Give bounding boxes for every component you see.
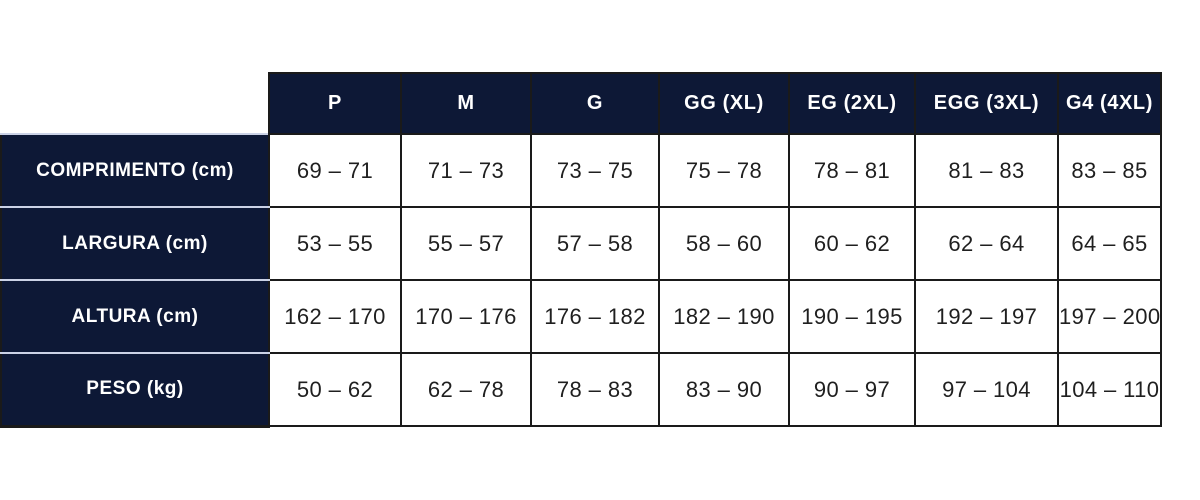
table-row-largura: LARGURA (cm) 53 – 55 55 – 57 57 – 58 58 … bbox=[0, 206, 1162, 281]
column-header-m: M bbox=[400, 72, 532, 135]
size-range-cell: 104 – 110 bbox=[1057, 352, 1162, 427]
row-label-comprimento: COMPRIMENTO (cm) bbox=[0, 133, 270, 208]
size-range-cell: 60 – 62 bbox=[788, 206, 916, 281]
size-range-cell: 182 – 190 bbox=[658, 279, 790, 354]
size-range-cell: 73 – 75 bbox=[530, 133, 660, 208]
size-range-cell: 71 – 73 bbox=[400, 133, 532, 208]
size-range-cell: 78 – 83 bbox=[530, 352, 660, 427]
size-chart-table: P M G GG (XL) EG (2XL) EGG (3XL) G4 (4XL… bbox=[0, 72, 1162, 428]
column-header-g: G bbox=[530, 72, 660, 135]
size-range-cell: 64 – 65 bbox=[1057, 206, 1162, 281]
corner-spacer bbox=[1, 73, 269, 134]
size-range-cell: 53 – 55 bbox=[268, 206, 402, 281]
size-range-cell: 176 – 182 bbox=[530, 279, 660, 354]
size-range-cell: 81 – 83 bbox=[914, 133, 1059, 208]
size-range-cell: 190 – 195 bbox=[788, 279, 916, 354]
size-range-cell: 83 – 85 bbox=[1057, 133, 1162, 208]
size-range-cell: 162 – 170 bbox=[268, 279, 402, 354]
size-range-cell: 192 – 197 bbox=[914, 279, 1059, 354]
table-header-row: P M G GG (XL) EG (2XL) EGG (3XL) G4 (4XL… bbox=[1, 72, 1162, 135]
size-range-cell: 55 – 57 bbox=[400, 206, 532, 281]
size-range-cell: 197 – 200 bbox=[1057, 279, 1162, 354]
size-range-cell: 58 – 60 bbox=[658, 206, 790, 281]
size-range-cell: 57 – 58 bbox=[530, 206, 660, 281]
table-row-altura: ALTURA (cm) 162 – 170 170 – 176 176 – 18… bbox=[0, 279, 1162, 354]
table-row-peso: PESO (kg) 50 – 62 62 – 78 78 – 83 83 – 9… bbox=[0, 352, 1162, 428]
size-range-cell: 69 – 71 bbox=[268, 133, 402, 208]
column-header-egg: EGG (3XL) bbox=[914, 72, 1059, 135]
row-label-largura: LARGURA (cm) bbox=[0, 206, 270, 281]
column-header-eg: EG (2XL) bbox=[788, 72, 916, 135]
size-range-cell: 78 – 81 bbox=[788, 133, 916, 208]
size-range-cell: 90 – 97 bbox=[788, 352, 916, 427]
size-range-cell: 62 – 78 bbox=[400, 352, 532, 427]
column-header-p: P bbox=[268, 72, 402, 135]
size-range-cell: 97 – 104 bbox=[914, 352, 1059, 427]
size-range-cell: 62 – 64 bbox=[914, 206, 1059, 281]
size-range-cell: 75 – 78 bbox=[658, 133, 790, 208]
row-label-altura: ALTURA (cm) bbox=[0, 279, 270, 354]
size-range-cell: 170 – 176 bbox=[400, 279, 532, 354]
column-header-g4: G4 (4XL) bbox=[1057, 72, 1162, 135]
table-row-comprimento: COMPRIMENTO (cm) 69 – 71 71 – 73 73 – 75… bbox=[0, 133, 1162, 208]
column-header-gg: GG (XL) bbox=[658, 72, 790, 135]
size-range-cell: 50 – 62 bbox=[268, 352, 402, 427]
row-label-peso: PESO (kg) bbox=[0, 352, 270, 428]
size-range-cell: 83 – 90 bbox=[658, 352, 790, 427]
